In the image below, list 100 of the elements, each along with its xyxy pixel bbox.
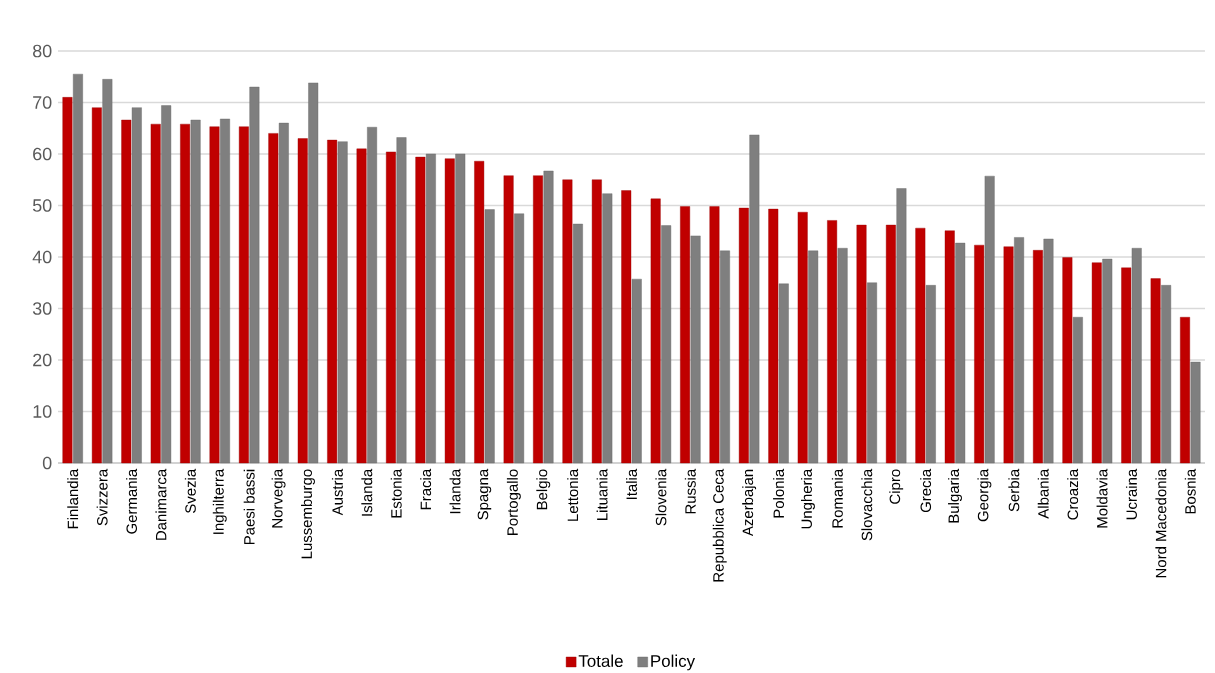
x-tick-label: Inghilterra xyxy=(212,468,227,534)
bar xyxy=(621,190,632,464)
x-tick-label: Danimarca xyxy=(155,468,167,540)
y-tick-label: 10 xyxy=(33,404,52,418)
bar xyxy=(720,250,730,464)
x-tick-label: Georgia xyxy=(977,468,992,522)
bar xyxy=(885,224,896,464)
y-tick-label: 80 xyxy=(33,44,52,58)
x-tick-label: Islanda xyxy=(361,468,373,516)
x-tick-label: Lussemburgo xyxy=(301,469,315,558)
bar xyxy=(856,224,867,464)
x-tick-label: Paesi bassi xyxy=(243,469,255,544)
bar xyxy=(425,153,436,464)
bar xyxy=(591,179,602,464)
bar xyxy=(1062,257,1073,464)
x-tick-label: Moldavia xyxy=(1096,468,1108,528)
bar xyxy=(808,250,819,464)
bar xyxy=(572,223,583,464)
bar xyxy=(650,198,661,464)
bar xyxy=(396,137,407,464)
bar xyxy=(1091,262,1102,464)
x-tick-label: Serbia xyxy=(1008,468,1020,512)
x-tick-label: Romania xyxy=(831,468,843,528)
x-tick-label: Finlandia xyxy=(67,468,79,529)
bar xyxy=(209,126,220,464)
x-tick-label: Ucraina xyxy=(1125,468,1137,519)
bar xyxy=(631,278,642,464)
bar xyxy=(1180,316,1190,464)
x-tick-label: Slovacchia xyxy=(861,468,873,541)
bar xyxy=(444,158,455,464)
x-tick-label: Repubblica Ceca xyxy=(712,468,727,582)
bar xyxy=(955,242,966,464)
bar xyxy=(984,175,995,464)
x-tick-label: Nord Macedonia xyxy=(1155,468,1167,578)
bar xyxy=(661,225,672,464)
x-tick-label: Italia xyxy=(626,468,637,499)
bar xyxy=(337,141,348,464)
bar xyxy=(944,230,955,464)
bar xyxy=(768,208,779,464)
x-tick-label: Azerbajan xyxy=(742,469,757,536)
bar xyxy=(91,107,102,464)
bar xyxy=(690,235,701,464)
x-tick-label: Albania xyxy=(1037,468,1049,519)
bar xyxy=(268,133,279,464)
bar xyxy=(1150,278,1161,464)
x-tick-label: Spagna xyxy=(477,468,492,520)
bar xyxy=(327,139,338,464)
bar xyxy=(503,175,514,464)
bar xyxy=(974,244,985,464)
bar xyxy=(190,119,201,464)
bar xyxy=(220,118,230,464)
x-tick-label: Ungheria xyxy=(800,468,815,529)
y-tick-label: 40 xyxy=(32,250,52,264)
bar xyxy=(356,148,367,464)
y-tick-label: 70 xyxy=(33,95,52,109)
x-tick-label: Russia xyxy=(684,468,696,514)
bar xyxy=(533,175,543,464)
bar xyxy=(514,213,525,464)
bar xyxy=(778,283,789,464)
bar xyxy=(278,122,289,464)
bar xyxy=(161,105,172,464)
y-tick-label: 60 xyxy=(33,147,52,161)
bar xyxy=(415,156,426,464)
bar xyxy=(1014,237,1025,464)
bar xyxy=(1072,316,1083,464)
x-tick-label: Croazia xyxy=(1067,468,1079,520)
bar xyxy=(1131,247,1142,464)
bar xyxy=(484,209,495,464)
bar xyxy=(367,126,378,464)
bar xyxy=(131,107,142,464)
bar xyxy=(797,211,808,464)
legend-label: Totale xyxy=(578,654,623,667)
y-tick-label: 30 xyxy=(32,301,52,315)
x-tick-label: Bosnia xyxy=(1184,468,1196,514)
x-tick-label: Slovenia xyxy=(655,468,667,526)
bar xyxy=(1043,238,1054,464)
x-tick-label: Polonia xyxy=(773,468,785,518)
bar xyxy=(1102,258,1113,464)
bar xyxy=(474,160,485,464)
bar xyxy=(709,206,720,464)
bar xyxy=(73,73,83,464)
x-tick-label: Lettonia xyxy=(567,468,579,521)
bar xyxy=(455,153,466,464)
bar xyxy=(602,193,613,464)
y-tick-label: 0 xyxy=(42,456,52,470)
x-tick-label: Grecia xyxy=(920,468,932,512)
bar xyxy=(562,179,573,464)
x-tick-label: Svezia xyxy=(184,468,196,513)
bar xyxy=(62,96,73,464)
bar xyxy=(738,207,749,464)
x-tick-label: Irlanda xyxy=(449,468,461,513)
bar xyxy=(896,188,907,464)
bar xyxy=(827,220,838,464)
x-tick-label: Bulgaria xyxy=(948,468,962,523)
bar xyxy=(1121,267,1132,464)
legend-label: Policy xyxy=(651,654,696,671)
bar xyxy=(1003,246,1014,464)
bar xyxy=(238,126,249,464)
x-tick-label: Cipro xyxy=(889,469,904,504)
bar xyxy=(308,82,319,464)
